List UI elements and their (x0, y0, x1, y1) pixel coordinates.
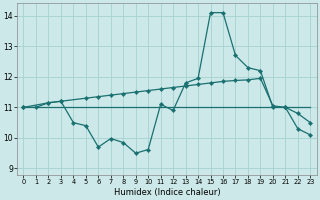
X-axis label: Humidex (Indice chaleur): Humidex (Indice chaleur) (114, 188, 220, 197)
